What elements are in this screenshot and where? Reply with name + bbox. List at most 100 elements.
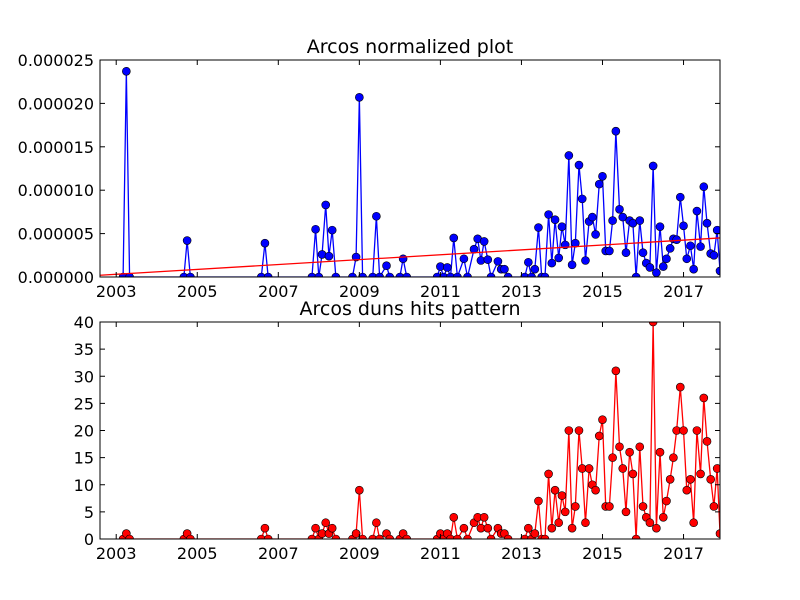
data-point bbox=[686, 475, 695, 484]
data-point bbox=[715, 266, 720, 276]
data-point bbox=[577, 194, 587, 204]
data-point bbox=[520, 534, 529, 539]
data-point bbox=[547, 523, 557, 533]
data-point bbox=[554, 253, 564, 263]
data-point bbox=[709, 251, 719, 260]
data-point bbox=[628, 469, 638, 479]
data-point bbox=[544, 210, 553, 219]
data-point bbox=[321, 200, 331, 210]
data-point bbox=[692, 206, 702, 216]
data-point bbox=[554, 518, 564, 528]
data-point bbox=[679, 221, 688, 231]
data-point bbox=[692, 426, 702, 435]
data-point bbox=[645, 518, 655, 528]
data-point bbox=[260, 523, 270, 533]
data-point bbox=[402, 272, 412, 277]
data-point bbox=[652, 268, 661, 277]
data-point bbox=[638, 502, 648, 511]
data-point bbox=[574, 160, 584, 170]
data-point bbox=[696, 242, 705, 251]
x-tick-label: 2015 bbox=[582, 282, 623, 301]
data-point bbox=[256, 534, 266, 539]
data-point bbox=[645, 263, 655, 272]
data-point bbox=[550, 215, 560, 225]
data-point bbox=[618, 212, 628, 222]
data-point bbox=[591, 485, 600, 495]
plot-area bbox=[100, 66, 720, 277]
data-point bbox=[459, 523, 469, 533]
data-point bbox=[557, 491, 567, 500]
data-point bbox=[368, 534, 378, 539]
data-point bbox=[594, 179, 604, 189]
data-point bbox=[256, 272, 266, 277]
x-tick-label: 2009 bbox=[339, 282, 380, 301]
data-point bbox=[658, 262, 668, 271]
chart-title: Arcos normalized plot bbox=[307, 36, 513, 58]
data-point bbox=[567, 523, 577, 533]
data-point bbox=[675, 382, 685, 392]
y-tick-label: 0.000000 bbox=[18, 268, 94, 287]
data-point bbox=[382, 261, 391, 271]
data-point bbox=[486, 272, 496, 277]
data-point bbox=[669, 453, 678, 462]
data-point bbox=[598, 415, 607, 424]
data-point bbox=[608, 453, 617, 462]
data-point bbox=[385, 272, 395, 277]
y-tick-label: 35 bbox=[74, 340, 94, 359]
trend-line bbox=[100, 237, 720, 276]
data-point bbox=[483, 523, 493, 533]
data-point bbox=[534, 496, 543, 506]
data-point bbox=[402, 534, 412, 539]
data-point bbox=[327, 225, 337, 235]
data-point bbox=[564, 151, 574, 160]
data-point bbox=[709, 502, 719, 511]
data-point bbox=[527, 272, 536, 277]
data-point bbox=[581, 518, 590, 528]
data-point bbox=[355, 485, 364, 495]
data-point bbox=[324, 251, 334, 261]
x-tick-label: 2013 bbox=[501, 544, 542, 563]
data-point bbox=[351, 252, 361, 262]
data-point bbox=[625, 447, 634, 457]
data-point bbox=[611, 366, 621, 376]
data-point bbox=[652, 523, 661, 533]
data-point bbox=[439, 272, 448, 277]
data-point bbox=[591, 230, 600, 239]
data-point bbox=[432, 272, 442, 277]
data-point bbox=[524, 257, 533, 267]
data-point bbox=[486, 534, 496, 539]
data-point bbox=[368, 272, 378, 277]
x-tick-label: 2005 bbox=[177, 282, 218, 301]
data-point bbox=[696, 469, 705, 479]
data-point bbox=[179, 272, 189, 277]
data-point bbox=[351, 529, 361, 538]
data-point bbox=[655, 447, 665, 457]
data-point bbox=[655, 222, 665, 231]
data-point bbox=[715, 529, 720, 538]
y-tick-label: 0.000015 bbox=[18, 138, 94, 157]
data-point bbox=[503, 534, 513, 539]
data-point bbox=[453, 272, 462, 277]
data-point bbox=[446, 534, 455, 539]
y-tick-label: 10 bbox=[74, 476, 94, 495]
data-point bbox=[327, 523, 337, 533]
data-point bbox=[689, 264, 698, 274]
data-point bbox=[530, 529, 540, 538]
data-point bbox=[372, 518, 381, 528]
y-tick-label: 0.000010 bbox=[18, 181, 94, 200]
x-tick-label: 2003 bbox=[96, 544, 137, 563]
data-point bbox=[375, 534, 384, 539]
data-point bbox=[375, 272, 384, 277]
data-point bbox=[665, 244, 675, 253]
data-point bbox=[260, 238, 270, 248]
data-point bbox=[263, 272, 273, 277]
data-point bbox=[581, 256, 590, 265]
x-tick-label: 2007 bbox=[258, 544, 299, 563]
data-point bbox=[442, 263, 452, 272]
x-tick-label: 2009 bbox=[339, 544, 380, 563]
x-tick-label: 2005 bbox=[177, 544, 218, 563]
data-point bbox=[662, 254, 671, 264]
data-point bbox=[540, 534, 550, 539]
data-point bbox=[503, 272, 513, 277]
